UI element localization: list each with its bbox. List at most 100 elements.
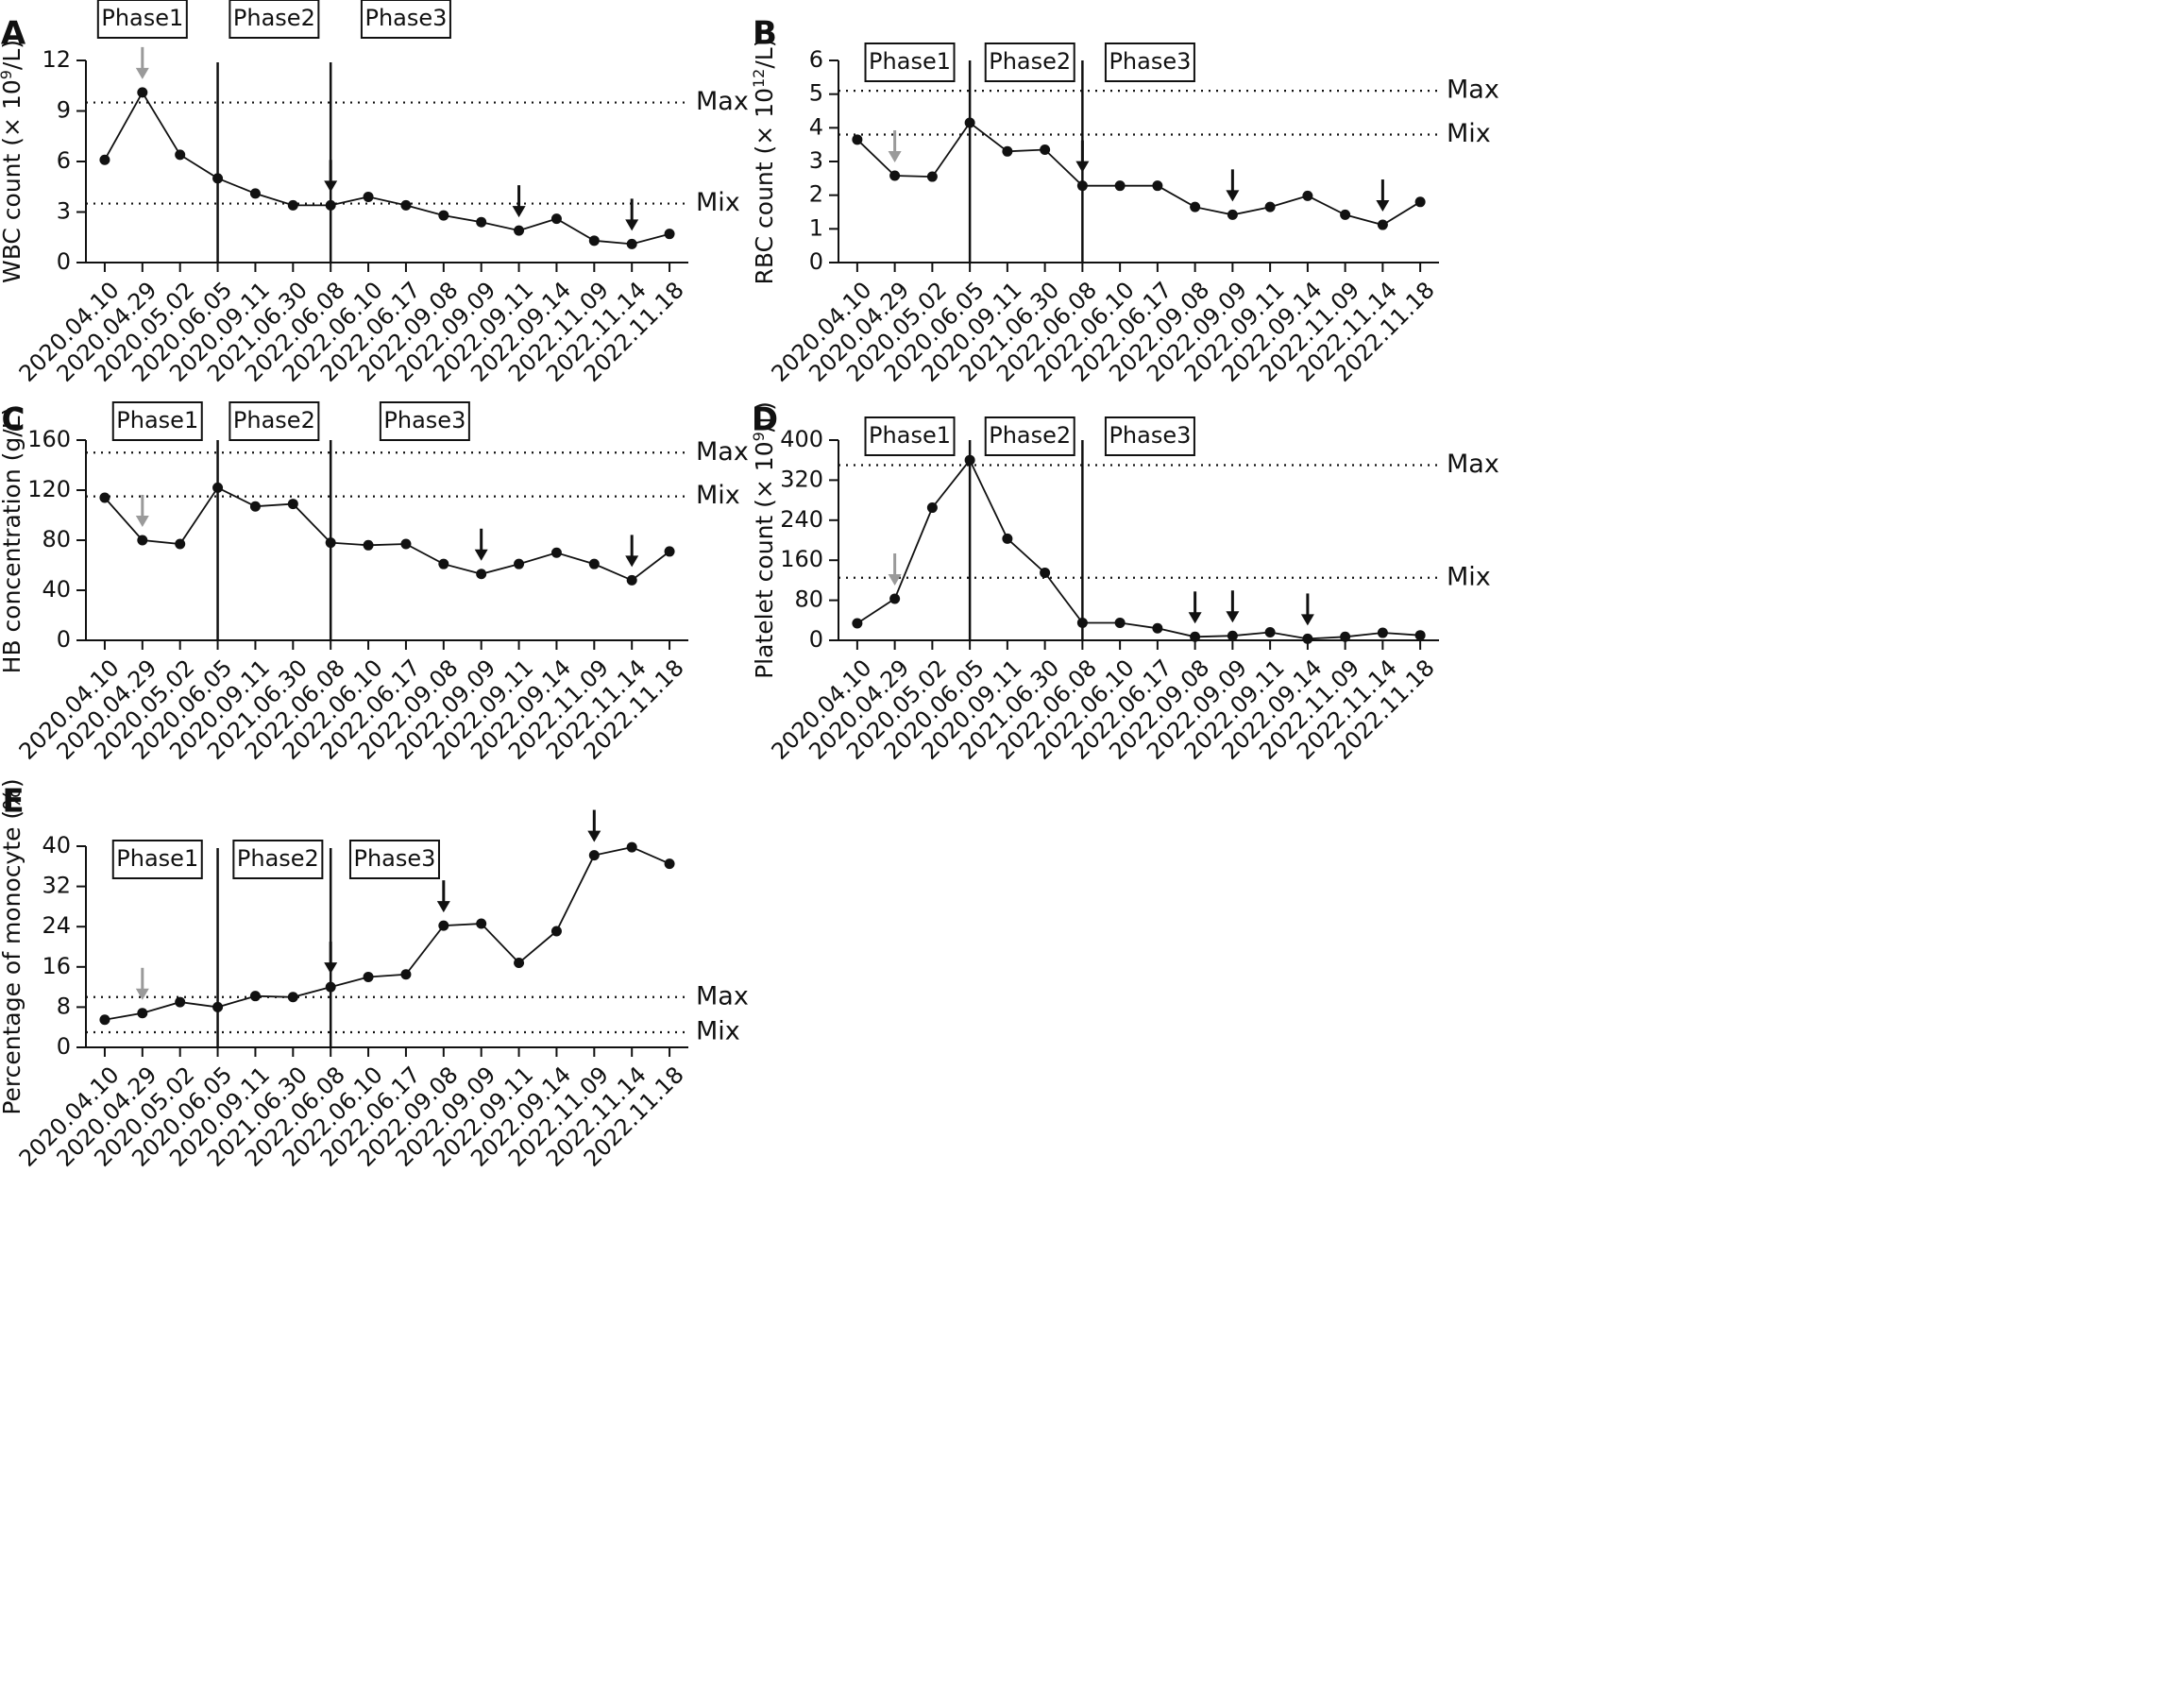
y-tick-label: 0 bbox=[57, 248, 71, 275]
data-point bbox=[137, 1008, 148, 1019]
data-point bbox=[550, 926, 562, 937]
reference-line-label: Max bbox=[1447, 450, 1499, 479]
y-tick-label: 40 bbox=[42, 576, 71, 603]
y-tick-label: 6 bbox=[809, 46, 823, 73]
phase-label: Phase3 bbox=[1109, 48, 1191, 75]
y-tick-label: 8 bbox=[57, 993, 71, 1019]
phase-label: Phase3 bbox=[383, 407, 466, 433]
y-tick-label: 0 bbox=[809, 626, 823, 653]
data-point bbox=[664, 229, 675, 240]
y-tick-label: 0 bbox=[57, 626, 71, 653]
data-point bbox=[1152, 180, 1163, 192]
data-point bbox=[99, 154, 110, 165]
data-point bbox=[175, 538, 186, 550]
arrow-head bbox=[512, 206, 526, 218]
phase-box bbox=[229, 401, 320, 441]
series-line bbox=[856, 458, 1421, 640]
data-point bbox=[438, 558, 449, 569]
y-axis-label: WBC count (× 109/L) bbox=[0, 40, 25, 283]
data-point bbox=[626, 841, 637, 853]
y-axis-label: RBC count (× 1012/L) bbox=[750, 39, 779, 285]
y-tick-label: 6 bbox=[57, 147, 71, 174]
arrow-head bbox=[135, 67, 149, 79]
data-point bbox=[175, 996, 186, 1008]
data-point bbox=[1264, 201, 1276, 212]
data-point bbox=[1340, 631, 1351, 642]
y-axis-label: Percentage of monocyte (%) bbox=[0, 778, 25, 1114]
arrow-head bbox=[1376, 200, 1390, 212]
data-point bbox=[363, 539, 374, 551]
arrow-head bbox=[888, 150, 902, 162]
phase-box bbox=[348, 840, 440, 879]
data-point bbox=[514, 558, 525, 569]
data-point bbox=[99, 1014, 110, 1026]
y-axis-label-part: WBC count (× 10 bbox=[0, 79, 25, 283]
data-point bbox=[852, 618, 863, 629]
data-point bbox=[476, 569, 487, 580]
arrow-head bbox=[324, 962, 338, 975]
phase-label: Phase3 bbox=[354, 845, 436, 872]
reference-line-label: Mix bbox=[1447, 562, 1491, 591]
data-point bbox=[588, 558, 600, 569]
data-point bbox=[363, 971, 374, 982]
data-point bbox=[325, 981, 336, 993]
panel-label: A bbox=[1, 15, 26, 53]
y-tick-label: 320 bbox=[780, 466, 823, 492]
data-point bbox=[1076, 180, 1088, 192]
reference-line-label: Mix bbox=[696, 188, 740, 217]
y-tick-label: 80 bbox=[42, 526, 71, 552]
y-axis-label-part: Platelet count (× 10 bbox=[751, 441, 778, 679]
arrow-head bbox=[436, 901, 450, 913]
data-point bbox=[287, 992, 298, 1003]
panel-label: C bbox=[2, 401, 25, 439]
y-tick-label: 4 bbox=[809, 113, 823, 140]
data-point bbox=[1114, 180, 1126, 192]
data-point bbox=[99, 492, 110, 503]
phase-box bbox=[1104, 42, 1195, 82]
data-point bbox=[1227, 209, 1238, 220]
arrow-head bbox=[1188, 612, 1202, 624]
y-axis-label: HB concentration (g/L) bbox=[0, 407, 25, 674]
phase-box bbox=[111, 840, 203, 879]
data-point bbox=[137, 87, 148, 98]
arrow-head bbox=[1075, 161, 1090, 173]
phase-label: Phase1 bbox=[869, 48, 951, 75]
phase-label: Phase1 bbox=[116, 845, 198, 872]
data-point bbox=[249, 501, 261, 512]
y-tick-label: 0 bbox=[57, 1033, 71, 1060]
phase-label: Phase1 bbox=[101, 5, 183, 31]
data-point bbox=[1227, 630, 1238, 641]
data-point bbox=[1190, 201, 1201, 212]
arrow-head bbox=[888, 574, 902, 586]
panel-b: B01234562020.04.102020.04.292020.05.0220… bbox=[750, 15, 1499, 387]
y-tick-label: 80 bbox=[794, 586, 823, 613]
data-point bbox=[212, 482, 224, 493]
phase-box bbox=[229, 0, 320, 39]
phase-box bbox=[379, 401, 470, 441]
data-point bbox=[550, 547, 562, 558]
y-tick-label: 400 bbox=[780, 426, 823, 452]
reference-line-label: Mix bbox=[696, 1017, 740, 1046]
data-point bbox=[588, 850, 600, 861]
y-tick-label: 32 bbox=[42, 873, 71, 899]
arrow-head bbox=[1226, 190, 1240, 202]
data-point bbox=[1114, 617, 1126, 628]
phase-label: Phase1 bbox=[869, 422, 951, 449]
reference-line-label: Mix bbox=[696, 481, 740, 510]
data-point bbox=[1302, 190, 1313, 201]
panel-label: D bbox=[752, 401, 778, 439]
data-point bbox=[249, 991, 261, 1002]
arrow-head bbox=[324, 180, 338, 193]
series-line bbox=[104, 846, 670, 1021]
data-point bbox=[514, 225, 525, 236]
data-point bbox=[137, 535, 148, 546]
arrow-head bbox=[587, 830, 601, 842]
y-axis-label-part: /L) bbox=[751, 39, 778, 69]
reference-line-label: Max bbox=[696, 981, 749, 1011]
phase-box bbox=[232, 840, 324, 879]
data-point bbox=[249, 188, 261, 199]
data-point bbox=[400, 199, 412, 211]
data-point bbox=[438, 210, 449, 221]
arrow-head bbox=[1226, 611, 1240, 623]
y-tick-label: 120 bbox=[27, 476, 71, 502]
